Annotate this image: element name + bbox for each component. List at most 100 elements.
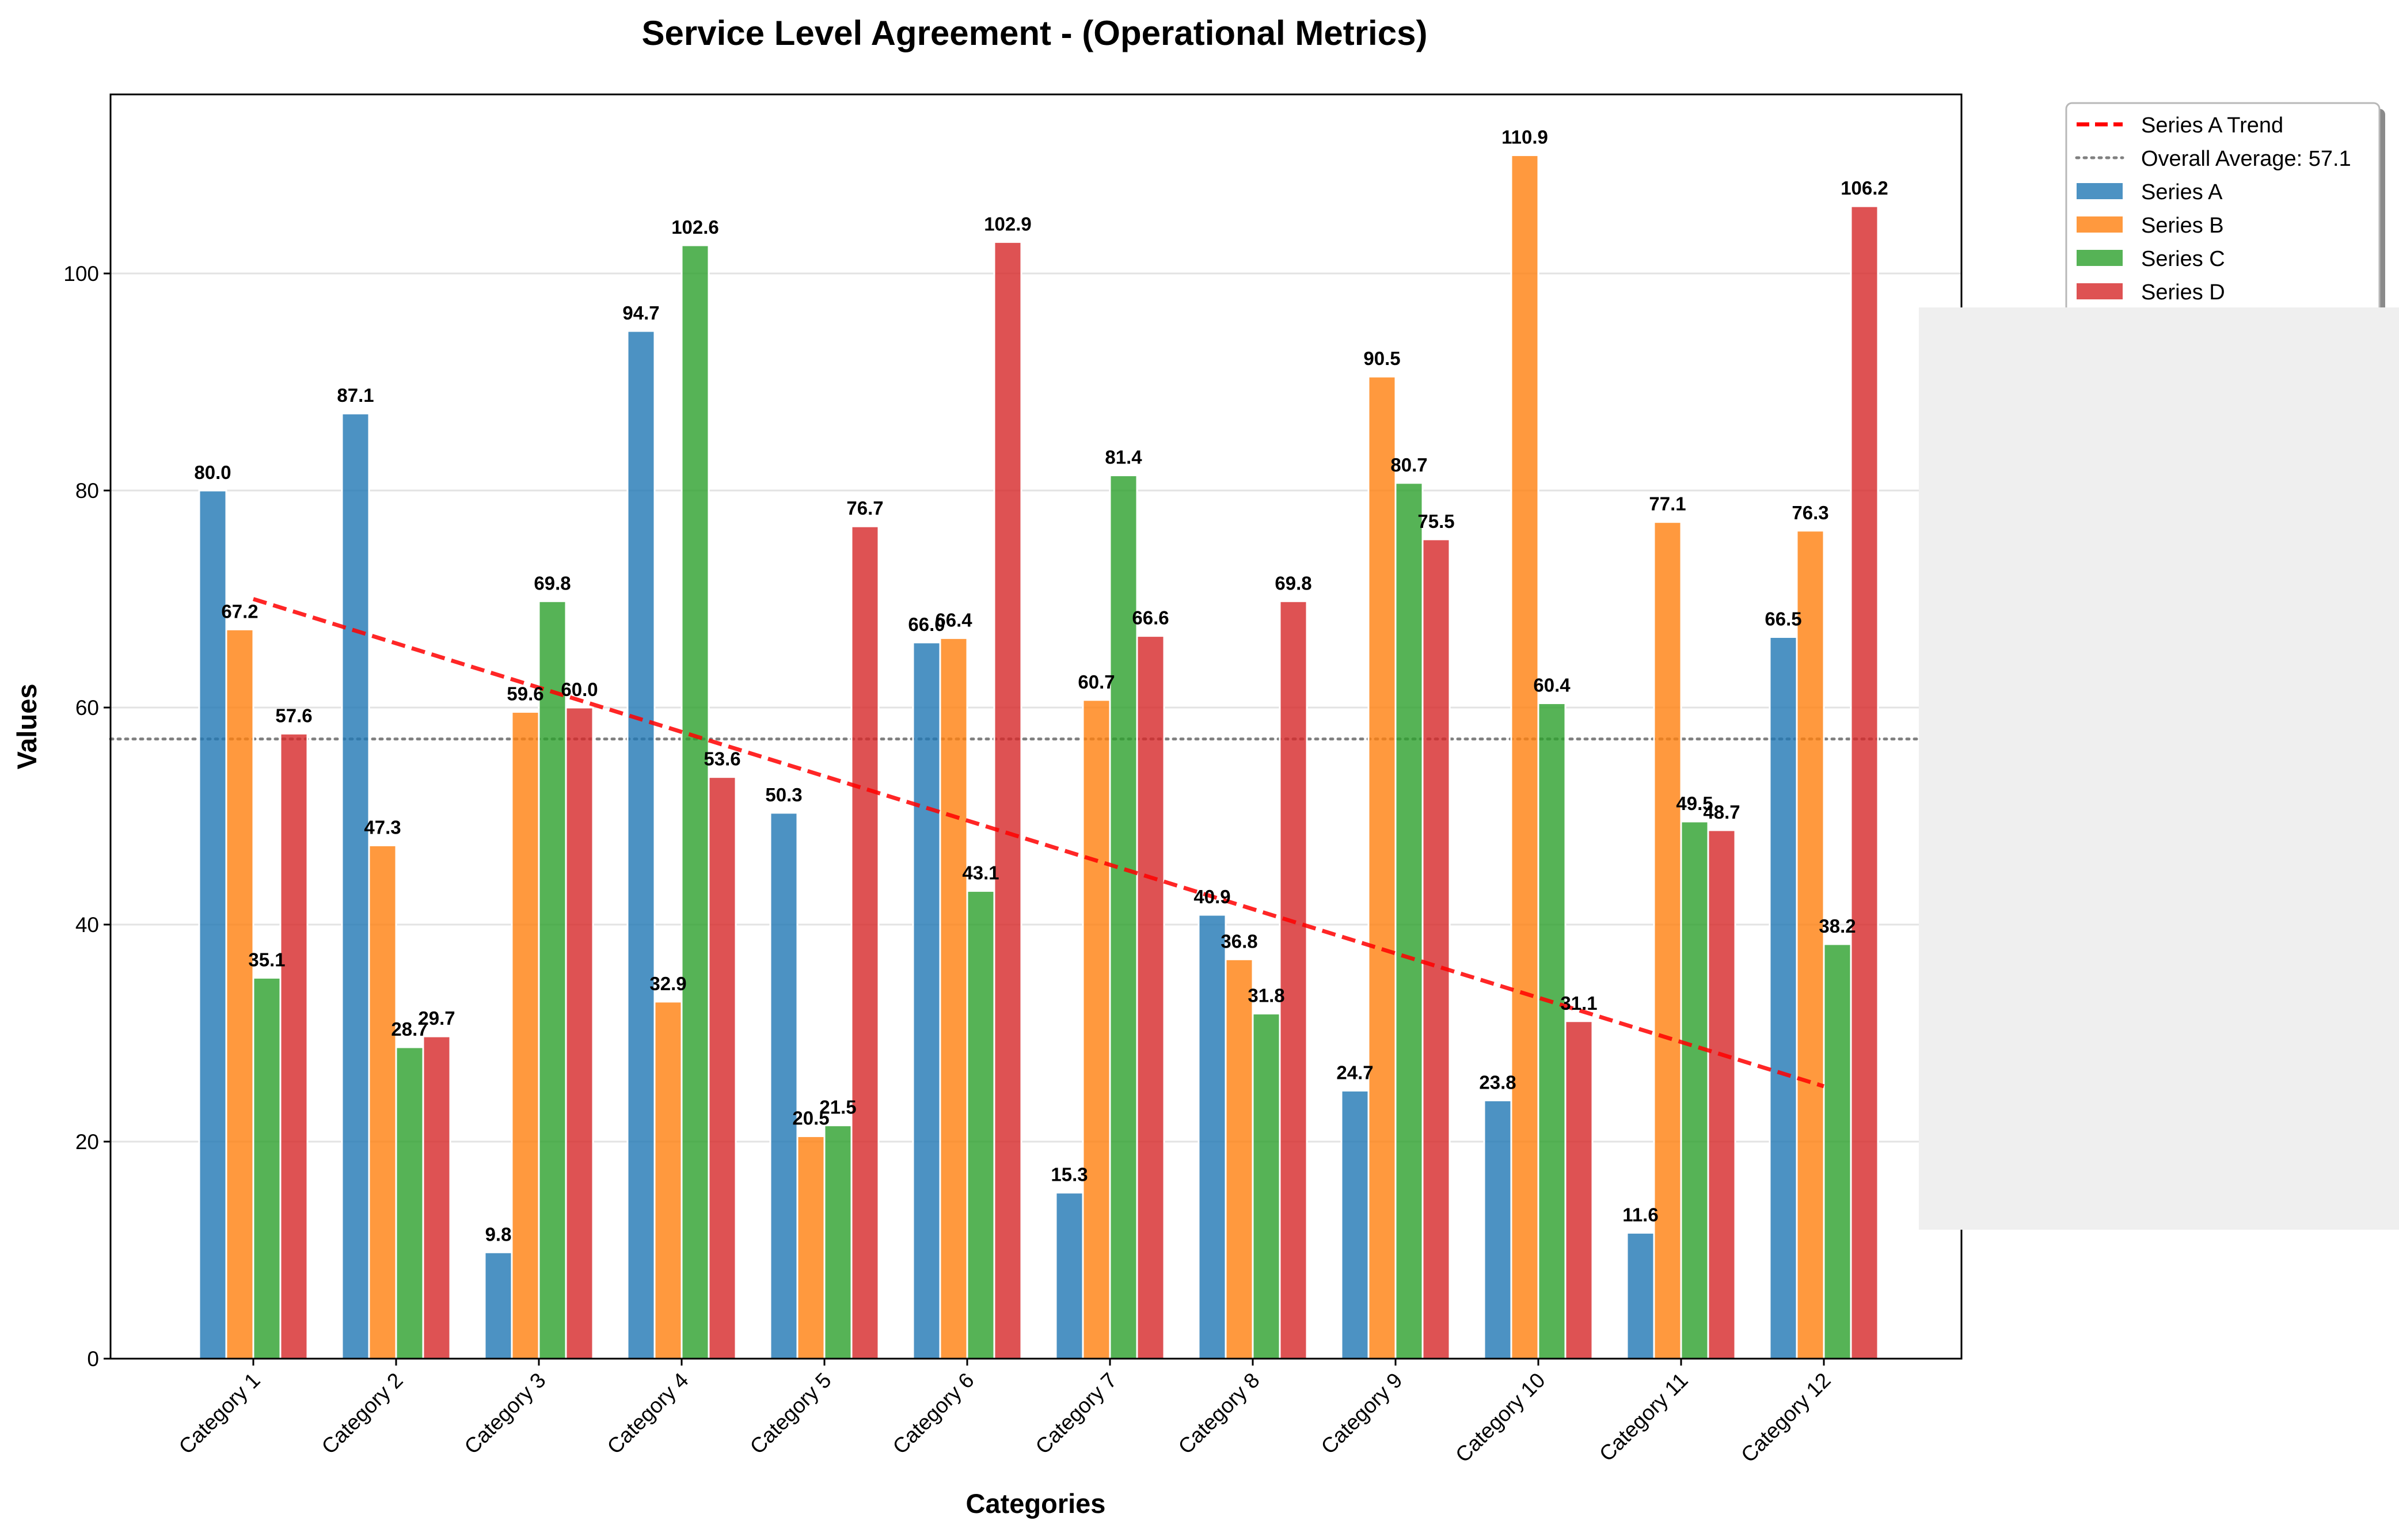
bar bbox=[279, 732, 309, 1360]
data-label: 67.2 bbox=[221, 600, 258, 622]
trend-line-layer bbox=[252, 597, 1825, 1089]
y-tick-label: 60 bbox=[75, 696, 99, 720]
data-label: 57.6 bbox=[275, 705, 312, 726]
data-label: 80.0 bbox=[194, 462, 231, 483]
data-label: 21.5 bbox=[819, 1097, 856, 1118]
data-label: 23.8 bbox=[1479, 1071, 1516, 1093]
y-tick-label: 100 bbox=[63, 262, 99, 286]
x-tick-label: Category 4 bbox=[603, 1368, 693, 1459]
data-label: 36.8 bbox=[1221, 930, 1257, 952]
bar bbox=[1136, 635, 1165, 1360]
overlay-panel bbox=[1919, 307, 2399, 1230]
bar bbox=[538, 600, 567, 1360]
data-label: 69.8 bbox=[1275, 572, 1311, 594]
bar bbox=[565, 706, 594, 1360]
data-label: 80.7 bbox=[1390, 454, 1427, 476]
x-tick-label: Category 7 bbox=[1031, 1368, 1121, 1459]
data-label: 35.1 bbox=[248, 949, 285, 970]
x-tick-label: Category 5 bbox=[746, 1368, 836, 1459]
data-label: 90.5 bbox=[1363, 348, 1400, 369]
data-label: 94.7 bbox=[622, 302, 659, 324]
data-label: 9.8 bbox=[485, 1223, 512, 1245]
bars bbox=[198, 154, 1879, 1360]
data-label: 81.4 bbox=[1105, 447, 1142, 468]
data-label: 87.1 bbox=[337, 385, 374, 406]
bar bbox=[708, 776, 737, 1360]
bar bbox=[850, 525, 880, 1360]
x-tick-label: Category 3 bbox=[460, 1368, 550, 1459]
data-label: 38.2 bbox=[1819, 915, 1856, 937]
x-tick-label: Category 11 bbox=[1595, 1368, 1693, 1466]
bar bbox=[1769, 636, 1798, 1360]
data-label: 106.2 bbox=[1841, 177, 1888, 199]
data-label: 49.5 bbox=[1676, 793, 1713, 814]
data-label: 48.7 bbox=[1703, 801, 1740, 823]
data-label: 50.3 bbox=[765, 784, 802, 805]
data-labels: 80.0 87.1 9.8 94.7 50.3 66.0 15.3 40.9 24.7 23.8 1… bbox=[194, 127, 1888, 1245]
legend-bar-swatch bbox=[2077, 183, 2123, 199]
bar bbox=[1279, 600, 1308, 1360]
y-tick-label: 20 bbox=[75, 1130, 99, 1154]
data-label: 66.6 bbox=[1132, 607, 1169, 629]
bar bbox=[1707, 829, 1736, 1360]
data-label: 24.7 bbox=[1336, 1062, 1373, 1083]
bar bbox=[653, 1001, 683, 1360]
bar bbox=[1653, 521, 1682, 1360]
legend-bar-swatch bbox=[2077, 283, 2123, 299]
bar bbox=[626, 330, 656, 1360]
bar bbox=[1394, 482, 1424, 1360]
bar bbox=[1340, 1089, 1370, 1360]
data-label: 60.7 bbox=[1078, 671, 1115, 693]
legend-bar-swatch bbox=[2077, 250, 2123, 266]
bar bbox=[225, 628, 254, 1360]
bar bbox=[484, 1251, 513, 1360]
data-label: 102.6 bbox=[671, 216, 719, 238]
data-label: 29.7 bbox=[418, 1007, 455, 1029]
chart-title: Service Level Agreement - (Operational M… bbox=[642, 14, 1428, 52]
x-tick-label: Category 6 bbox=[888, 1368, 979, 1459]
bar bbox=[1483, 1099, 1512, 1360]
bar bbox=[252, 976, 282, 1360]
x-tick-label: Category 1 bbox=[174, 1368, 265, 1459]
y-tick-label: 40 bbox=[75, 913, 99, 937]
data-label: 31.1 bbox=[1560, 993, 1597, 1014]
data-label: 15.3 bbox=[1051, 1164, 1088, 1185]
y-axis-title: Values bbox=[12, 684, 42, 770]
data-label: 53.6 bbox=[704, 748, 740, 770]
legend-bar-swatch bbox=[2077, 216, 2123, 233]
bar bbox=[1252, 1013, 1281, 1360]
legend-label: Series B bbox=[2141, 214, 2224, 238]
trend-line bbox=[252, 597, 1825, 1089]
data-label: 47.3 bbox=[364, 816, 401, 838]
data-label: 31.8 bbox=[1248, 985, 1284, 1006]
bar bbox=[796, 1135, 826, 1360]
legend-label: Series A Trend bbox=[2141, 113, 2283, 138]
bar bbox=[769, 812, 799, 1360]
bar bbox=[1626, 1231, 1655, 1360]
data-label: 11.6 bbox=[1622, 1204, 1658, 1225]
data-label: 69.8 bbox=[534, 572, 571, 594]
bar bbox=[1850, 205, 1879, 1360]
bar bbox=[1510, 154, 1539, 1360]
data-label: 75.5 bbox=[1417, 511, 1454, 532]
data-label: 59.6 bbox=[507, 683, 543, 705]
y-tick-label: 80 bbox=[75, 479, 99, 503]
legend-entries: Series A Trend Overall Average: 57.1 Serie… bbox=[2075, 113, 2351, 305]
data-label: 66.4 bbox=[935, 609, 972, 630]
bar bbox=[341, 412, 370, 1360]
bar bbox=[511, 711, 540, 1360]
x-tick-label: Category 10 bbox=[1451, 1368, 1550, 1467]
legend-label: Overall Average: 57.1 bbox=[2141, 147, 2351, 171]
x-axis-title: Categories bbox=[966, 1488, 1106, 1519]
legend: Series A Trend Overall Average: 57.1 Serie… bbox=[2065, 102, 2385, 319]
legend-label: Series C bbox=[2141, 247, 2225, 271]
data-label: 66.0 bbox=[908, 614, 945, 635]
data-label: 40.9 bbox=[1193, 886, 1230, 907]
bar bbox=[395, 1046, 424, 1360]
bar bbox=[1082, 699, 1111, 1360]
x-tick-label: Category 9 bbox=[1317, 1368, 1407, 1459]
data-label: 20.5 bbox=[792, 1108, 829, 1129]
data-label: 76.7 bbox=[846, 497, 883, 519]
data-label: 43.1 bbox=[962, 862, 999, 884]
legend-label: Series D bbox=[2141, 280, 2225, 305]
